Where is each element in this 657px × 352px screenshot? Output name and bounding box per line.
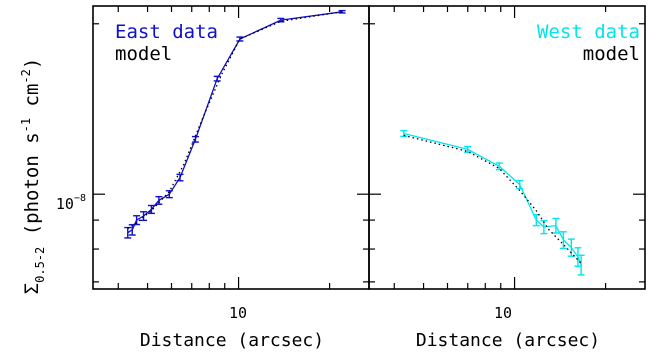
y-axis-label-mid: cm — [21, 84, 43, 118]
west-legend-data: West data — [537, 21, 640, 43]
west-panel-series — [400, 129, 585, 276]
east-panel-series — [124, 9, 346, 239]
east-data-point — [155, 195, 163, 205]
west-data-point — [552, 217, 560, 234]
east-data-point — [338, 9, 346, 14]
east-data-point — [236, 36, 244, 42]
y-tick-label-exponent: −8 — [74, 193, 86, 204]
east-legend-data: East data — [115, 21, 218, 43]
y-tick-label-1e-8: 10−8 — [56, 193, 86, 213]
east-x-axis-label: Distance (arcsec) — [140, 330, 324, 351]
west-data-point — [516, 179, 524, 190]
west-x-tick-label-10: 10 — [494, 304, 512, 322]
east-data-point — [176, 173, 184, 182]
west-x-axis-label: Distance (arcsec) — [416, 330, 600, 351]
west-legend-model: model — [583, 43, 640, 65]
west-data-point — [574, 247, 582, 267]
east-data-point — [191, 135, 199, 143]
west-panel-frame — [368, 5, 646, 290]
west-data-point — [495, 162, 503, 171]
y-axis-label-symbol: Σ — [21, 283, 43, 294]
west-series-model-line — [403, 134, 582, 264]
y-axis-label-exp1: -1 — [19, 118, 33, 132]
west-data-point — [567, 238, 575, 257]
west-data-point — [559, 231, 567, 250]
y-axis-label-exp2: -2 — [19, 69, 33, 83]
east-data-point — [140, 211, 148, 222]
y-axis-label-subscript: 0.5-2 — [33, 247, 47, 283]
east-legend-model: model — [115, 43, 172, 65]
east-x-tick-label-10: 10 — [229, 304, 247, 322]
y-tick-label-base: 10 — [56, 195, 74, 213]
east-data-point — [124, 226, 132, 239]
west-data-point — [577, 254, 585, 276]
y-axis-label-close: ) — [21, 58, 43, 69]
west-series-data-line — [403, 132, 582, 266]
y-axis-label: Σ0.5-2 (photon s-1 cm-2) — [19, 58, 47, 295]
east-data-point — [165, 190, 173, 199]
axis-ticks — [93, 6, 645, 289]
east-data-point — [213, 75, 221, 82]
east-data-point — [147, 204, 155, 215]
west-data-point — [400, 129, 408, 138]
y-axis-label-main: (photon s — [21, 132, 43, 246]
